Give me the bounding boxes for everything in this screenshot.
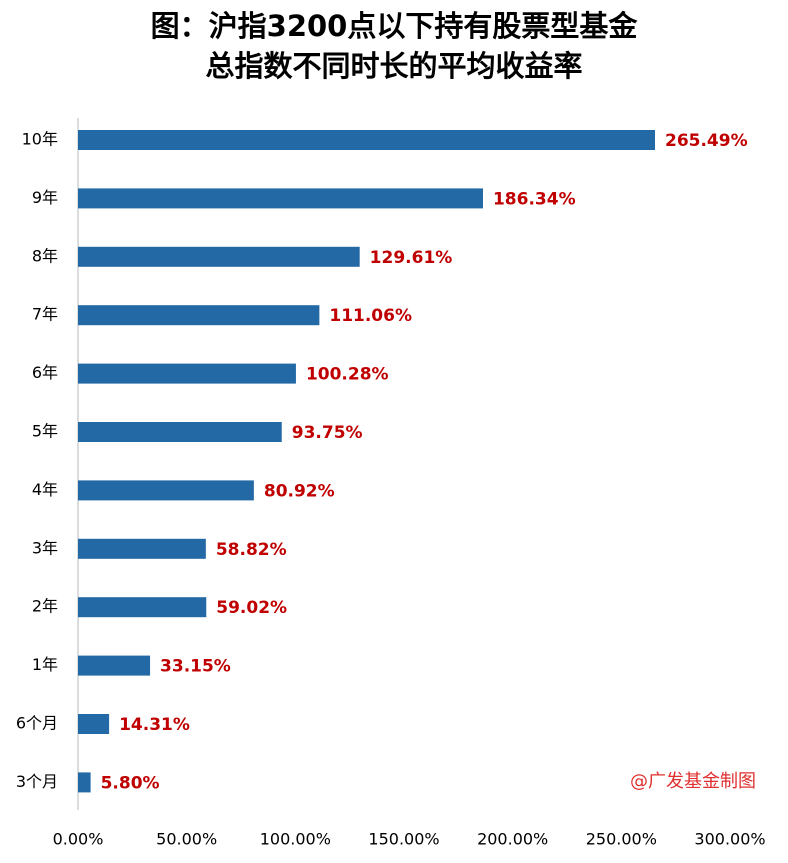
bar [78, 363, 296, 384]
bar [78, 305, 320, 326]
x-tick-label: 300.00% [694, 830, 765, 849]
y-tick-label: 6年 [32, 363, 58, 382]
x-tick-label: 250.00% [586, 830, 657, 849]
data-label: 59.02% [216, 598, 287, 618]
bar [78, 130, 655, 150]
x-tick-label: 100.00% [260, 830, 331, 849]
data-label: 111.06% [329, 306, 412, 326]
data-label: 5.80% [101, 773, 160, 793]
data-label: 129.61% [370, 248, 453, 268]
bar [78, 597, 207, 618]
data-label: 58.82% [216, 540, 287, 560]
bar [78, 480, 254, 501]
bar [78, 188, 483, 209]
data-label: 14.31% [119, 715, 190, 735]
data-label: 100.28% [306, 365, 389, 385]
x-tick-label: 200.00% [477, 830, 548, 849]
data-label: 33.15% [160, 657, 231, 677]
data-label: 93.75% [292, 423, 363, 443]
x-tick-label: 150.00% [368, 830, 439, 849]
y-tick-label: 3年 [32, 538, 58, 557]
y-tick-label: 6个月 [16, 714, 58, 733]
data-label: 80.92% [264, 481, 335, 501]
bar [78, 772, 91, 793]
x-tick-label: 50.00% [156, 830, 217, 849]
data-label: 265.49% [665, 131, 748, 151]
y-tick-label: 2年 [32, 597, 58, 616]
chart-title: 图：沪指3200点以下持有股票型基金 [151, 9, 639, 43]
y-tick-label: 1年 [32, 655, 58, 674]
bar [78, 714, 110, 734]
bar [78, 655, 151, 676]
bar [78, 422, 282, 442]
data-label: 186.34% [493, 189, 576, 209]
bar [78, 246, 360, 267]
y-tick-label: 10年 [22, 130, 58, 149]
annotation: @广发基金制图 [630, 771, 756, 792]
bar [78, 538, 206, 559]
x-tick-label: 0.00% [53, 830, 104, 849]
y-tick-label: 8年 [32, 246, 58, 265]
y-tick-label: 3个月 [16, 772, 58, 791]
y-tick-label: 4年 [32, 480, 58, 499]
y-tick-label: 9年 [32, 188, 58, 207]
y-tick-label: 5年 [32, 422, 58, 441]
y-tick-label: 7年 [32, 305, 58, 324]
chart-title: 总指数不同时长的平均收益率 [205, 49, 582, 83]
